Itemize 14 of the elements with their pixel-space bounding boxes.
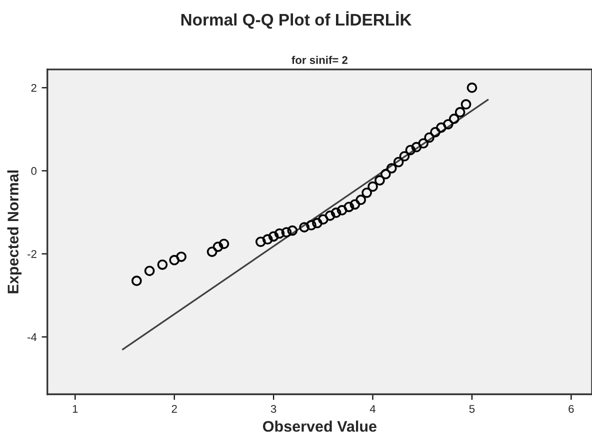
chart-title: Normal Q-Q Plot of LİDERLİK (181, 11, 412, 29)
x-axis-title: Observed Value (262, 420, 376, 432)
x-tick-label: 4 (370, 405, 376, 413)
x-tick-label: 2 (172, 404, 177, 413)
x-tick-label: 3 (270, 404, 276, 413)
y-tick-label: 0 (31, 167, 37, 175)
y-tick-label: 2 (31, 84, 36, 92)
y-tick-label: -4 (28, 333, 37, 341)
x-tick-label: 6 (568, 404, 574, 413)
y-tick-label: -2 (28, 250, 36, 258)
x-tick-label: 5 (469, 405, 475, 413)
x-tick-label: 1 (72, 405, 78, 413)
chart-subtitle: for sinif= 2 (292, 56, 348, 64)
y-axis-title: Expected Normal (7, 170, 22, 294)
